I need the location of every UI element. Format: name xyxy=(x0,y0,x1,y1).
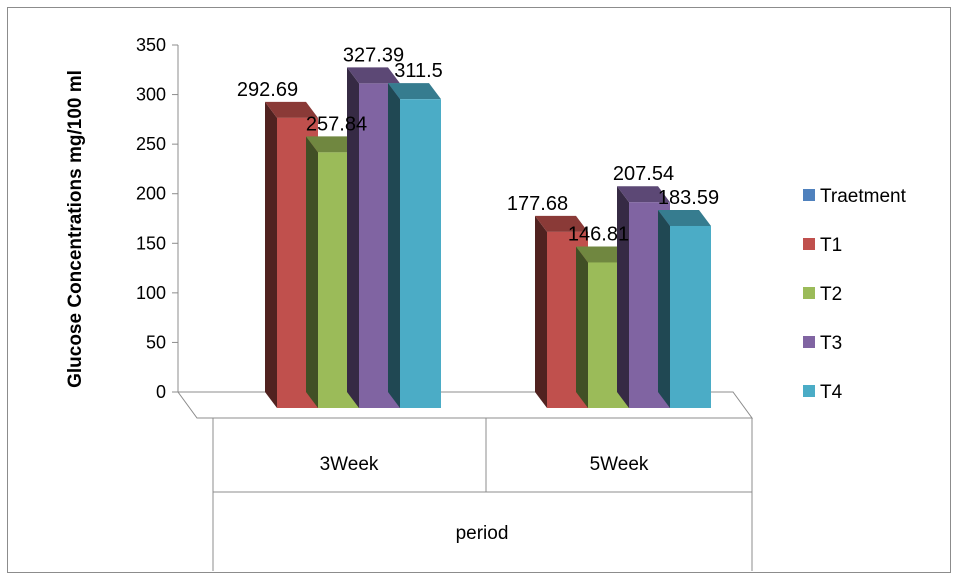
legend-swatch xyxy=(803,238,815,250)
bar-side xyxy=(576,246,588,408)
bar-side xyxy=(265,101,277,408)
y-tick-label: 350 xyxy=(136,35,166,55)
bar-top xyxy=(306,136,359,153)
x-category-label: 5Week xyxy=(590,454,649,475)
chart-data-labels: 292.69 177.68 257.84 146.81 327.39 207.54 311.… xyxy=(237,44,719,245)
x-category-label: 3Week xyxy=(320,454,379,475)
data-label: 311.5 xyxy=(394,60,443,82)
legend-swatch xyxy=(803,385,815,397)
y-tick-label: 150 xyxy=(136,233,166,253)
data-label: 146.81 xyxy=(568,223,629,245)
bar-side xyxy=(535,215,547,408)
legend-swatch xyxy=(803,336,815,348)
bar-top xyxy=(388,83,441,100)
data-label: 177.68 xyxy=(507,193,568,215)
data-label: 257.84 xyxy=(306,113,367,135)
y-axis-title: Glucose Concentrations mg/100 ml xyxy=(65,70,86,388)
bar-top xyxy=(658,209,711,226)
data-label: 207.54 xyxy=(613,163,674,185)
bar-t4 xyxy=(400,99,441,409)
legend-label: T3 xyxy=(820,333,842,354)
legend-label: T1 xyxy=(820,235,842,256)
bar-top xyxy=(347,67,400,84)
x-group-label: period xyxy=(456,523,509,544)
bar-top xyxy=(617,186,670,203)
bar-t4 xyxy=(670,225,711,408)
y-tick-label: 50 xyxy=(146,332,166,352)
legend-swatch xyxy=(803,287,815,299)
bar-top xyxy=(535,215,588,232)
legend-label: T4 xyxy=(820,382,843,403)
bar-side xyxy=(347,67,359,408)
bar-top xyxy=(576,246,629,263)
chart-frame xyxy=(7,7,951,573)
data-label: 183.59 xyxy=(658,187,719,209)
data-label: 327.39 xyxy=(343,44,404,66)
bar-side xyxy=(388,83,400,409)
y-tick-label: 0 xyxy=(156,382,166,402)
data-label: 292.69 xyxy=(237,79,298,101)
bar-side xyxy=(658,209,670,408)
bar-side xyxy=(617,186,629,408)
bar-top xyxy=(265,101,318,118)
legend-swatch xyxy=(803,189,815,201)
legend-label: T2 xyxy=(820,284,842,305)
y-tick-label: 250 xyxy=(136,134,166,154)
chart-bars xyxy=(265,67,711,409)
bar-side xyxy=(306,136,318,408)
y-tick-label: 300 xyxy=(136,85,166,105)
chart-legend: Traetment T1 T2 T3 T4 xyxy=(803,186,907,403)
y-tick-label: 200 xyxy=(136,184,166,204)
y-tick-label: 100 xyxy=(136,283,166,303)
legend-label: Traetment xyxy=(820,186,907,207)
